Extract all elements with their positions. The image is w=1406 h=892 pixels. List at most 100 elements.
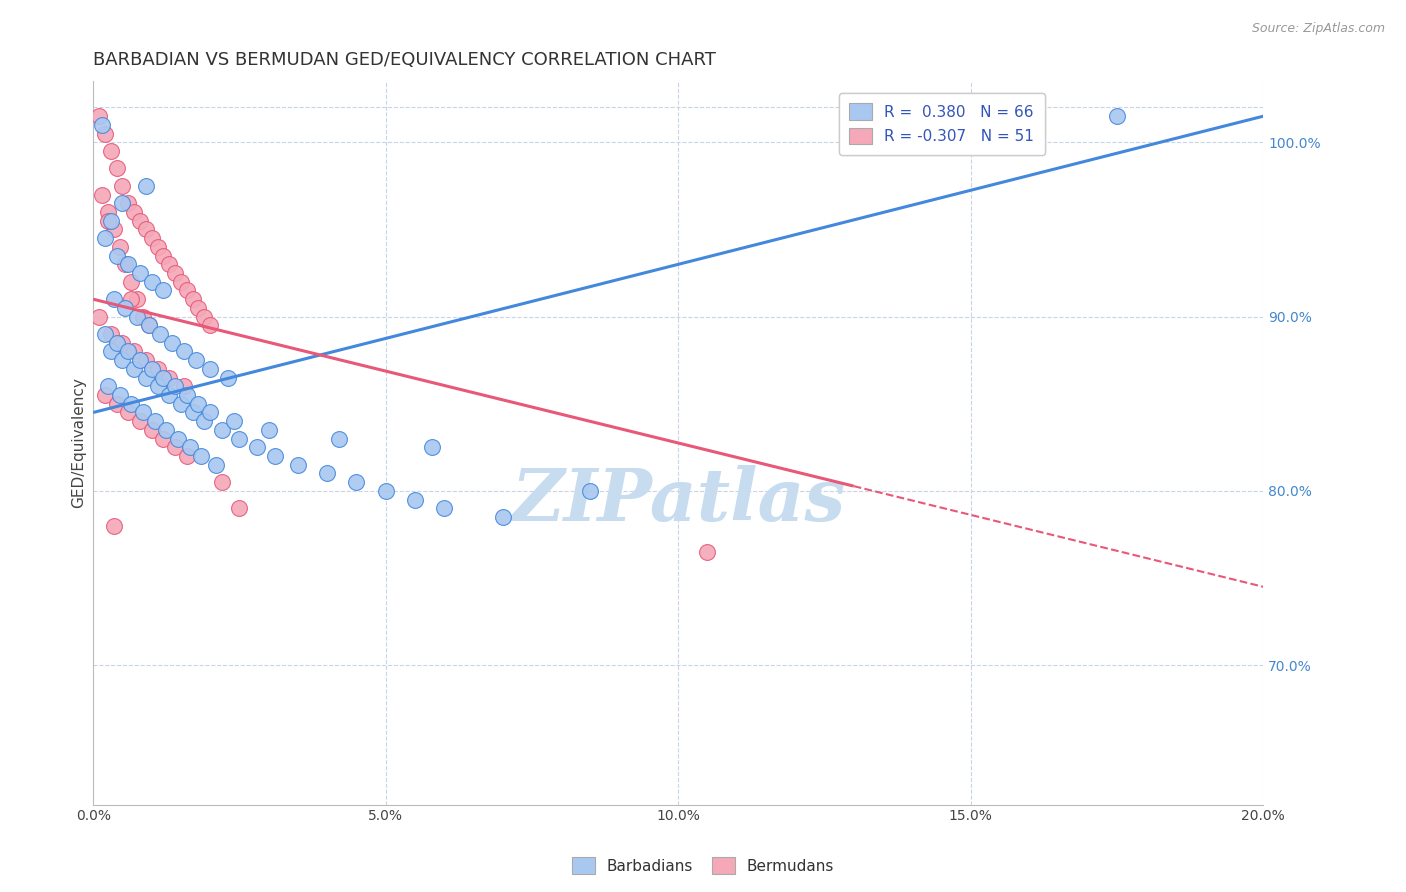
Point (346, 475, 368, 490)
Point (181, 292, 204, 306)
Point (246, 441, 269, 455)
Text: Source: ZipAtlas.com: Source: ZipAtlas.com (1251, 22, 1385, 36)
Point (257, 423, 280, 437)
Point (149, 327, 172, 342)
Point (696, 545, 718, 559)
Point (205, 458, 228, 472)
Point (122, 362, 145, 376)
Legend: Barbadians, Bermudans: Barbadians, Bermudans (565, 851, 841, 880)
Point (184, 353, 207, 368)
Point (120, 397, 142, 411)
Point (316, 467, 339, 481)
Point (155, 423, 177, 437)
Point (141, 362, 163, 376)
Point (146, 362, 169, 376)
Point (108, 240, 131, 254)
Point (433, 501, 456, 516)
Point (170, 397, 193, 411)
Point (103, 518, 125, 533)
Point (152, 249, 174, 263)
Point (100, 214, 122, 228)
Point (228, 432, 250, 446)
Point (87, 310, 110, 324)
Point (111, 178, 134, 193)
Point (132, 310, 155, 324)
Point (157, 388, 180, 402)
Point (129, 266, 152, 280)
Point (187, 301, 209, 315)
Point (141, 275, 163, 289)
Point (198, 318, 221, 333)
Point (97, 214, 120, 228)
Point (103, 292, 125, 306)
Point (152, 284, 174, 298)
Point (132, 405, 155, 419)
Y-axis label: GED/Equivalency: GED/Equivalency (72, 377, 86, 508)
Point (176, 388, 198, 402)
Point (176, 284, 198, 298)
Point (129, 214, 152, 228)
Legend: R =  0.380   N = 66, R = -0.307   N = 51: R = 0.380 N = 66, R = -0.307 N = 51 (838, 93, 1045, 155)
Point (91, 187, 114, 202)
Point (173, 344, 195, 359)
Point (198, 405, 221, 419)
Point (165, 441, 187, 455)
Point (222, 414, 245, 428)
Point (94, 327, 117, 342)
Text: ZIPatlas: ZIPatlas (512, 466, 845, 536)
Point (91, 118, 114, 132)
Point (141, 231, 163, 245)
Point (105, 335, 128, 350)
Point (120, 275, 142, 289)
Point (117, 344, 139, 359)
Point (100, 344, 122, 359)
Point (211, 423, 233, 437)
Point (114, 301, 136, 315)
Point (111, 196, 134, 211)
Point (122, 205, 145, 219)
Point (190, 449, 212, 463)
Point (117, 257, 139, 271)
Point (117, 405, 139, 419)
Point (157, 370, 180, 384)
Point (146, 379, 169, 393)
Point (114, 257, 136, 271)
Point (287, 458, 309, 472)
Point (263, 449, 285, 463)
Point (374, 483, 396, 498)
Point (179, 441, 201, 455)
Point (100, 144, 122, 158)
Point (94, 127, 117, 141)
Point (135, 353, 157, 368)
Point (135, 370, 157, 384)
Point (173, 379, 195, 393)
Point (105, 249, 128, 263)
Point (129, 353, 152, 368)
Point (94, 231, 117, 245)
Point (217, 370, 239, 384)
Point (105, 161, 128, 176)
Point (422, 441, 444, 455)
Point (146, 240, 169, 254)
Point (111, 335, 134, 350)
Point (129, 414, 152, 428)
Point (108, 388, 131, 402)
Point (211, 475, 233, 490)
Point (111, 353, 134, 368)
Point (143, 414, 166, 428)
Point (125, 310, 148, 324)
Point (103, 222, 125, 236)
Point (87, 109, 110, 123)
Point (157, 257, 180, 271)
Point (105, 397, 128, 411)
Point (170, 275, 193, 289)
Point (117, 196, 139, 211)
Point (135, 178, 157, 193)
Point (328, 432, 350, 446)
Point (120, 292, 142, 306)
Point (100, 327, 122, 342)
Point (167, 432, 190, 446)
Point (181, 405, 204, 419)
Point (404, 492, 426, 507)
Point (97, 379, 120, 393)
